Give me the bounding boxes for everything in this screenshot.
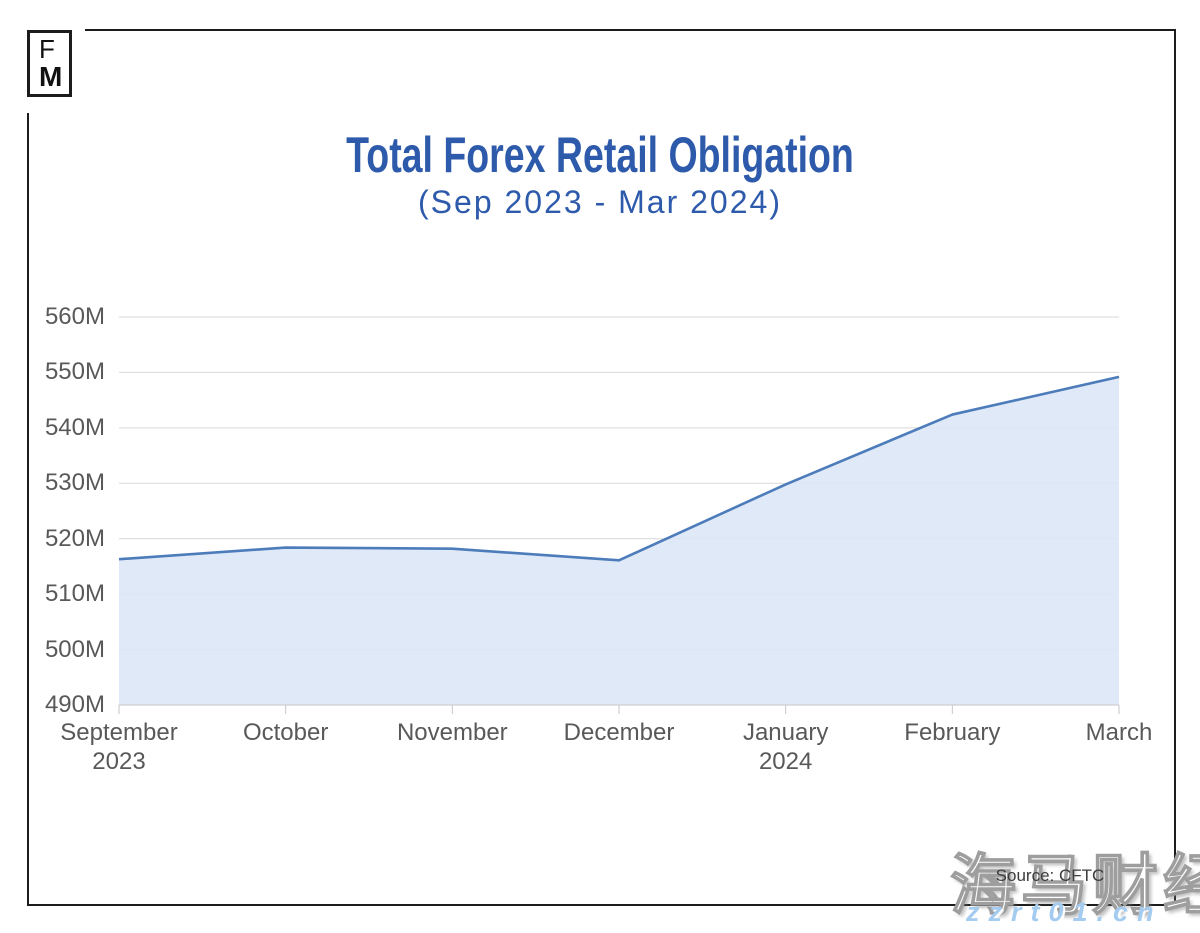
y-axis-label: 520M: [44, 524, 105, 552]
y-axis-label: 530M: [44, 469, 105, 497]
y-axis-label: 550M: [44, 358, 105, 386]
y-axis-label: 560M: [44, 303, 105, 330]
y-axis-label: 490M: [44, 691, 105, 718]
fm-logo-letter-m: M: [39, 61, 63, 92]
x-axis-label: January 2024: [696, 718, 876, 776]
x-axis-label-line: 2024: [758, 748, 813, 775]
chart-subtitle: (Sep 2023 - Mar 2024): [418, 184, 782, 220]
source-note: Source: CFTC: [995, 866, 1105, 885]
y-axis-label: 540M: [44, 413, 105, 441]
x-axis-label-line: 2023: [92, 748, 146, 775]
x-axis-label-line: October: [242, 719, 329, 746]
x-axis-label: September 2023: [29, 718, 209, 776]
x-axis-label-line: November: [396, 719, 508, 746]
x-axis-label-line: December: [563, 719, 675, 746]
fm-logo-letter-f: F: [39, 34, 55, 64]
x-axis-label-line: September: [60, 719, 178, 746]
x-axis-label: February: [862, 718, 1042, 747]
trend-line: [118, 375, 1120, 562]
watermark-site: zzrt01.cn: [966, 897, 1163, 927]
watermark-brand: 海马财经: [949, 847, 1200, 923]
x-axis-label: November: [362, 718, 542, 747]
y-axis-label: 500M: [44, 635, 105, 663]
x-axis-label: October: [196, 718, 376, 747]
frame-border-bottom: [27, 904, 1176, 906]
frame-border-right: [1174, 29, 1176, 906]
x-axis-label-line: March: [1085, 719, 1153, 746]
frame-border-top: [85, 29, 1176, 31]
chart-title: Total Forex Retail Obligation: [346, 127, 854, 183]
y-axis-label: 510M: [44, 580, 105, 608]
frame-border-left: [27, 113, 29, 904]
x-axis-label: December: [529, 718, 709, 747]
x-axis-label: March: [1029, 718, 1200, 747]
x-axis-label-line: February: [904, 719, 1001, 746]
fm-logo: F M: [27, 30, 72, 97]
x-axis-label-line: January: [742, 719, 829, 746]
area-series: [119, 376, 1119, 705]
